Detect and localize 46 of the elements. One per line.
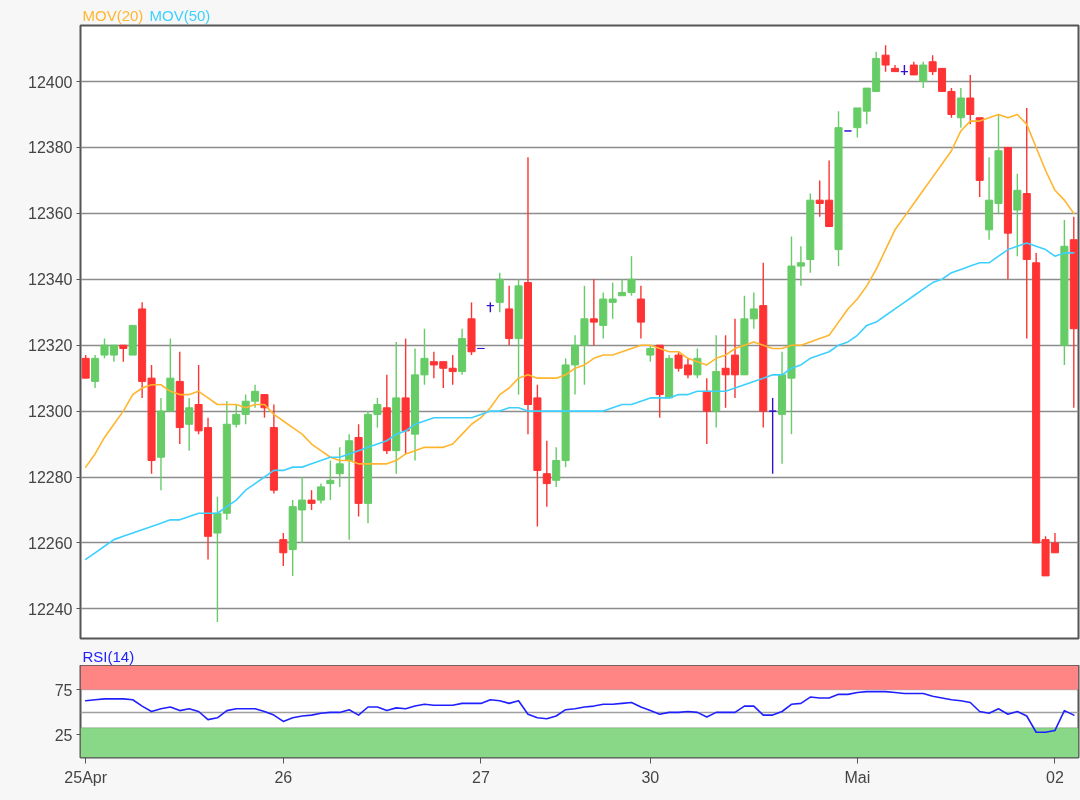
text: RSI(14)	[82, 647, 135, 665]
text: MOV(50)	[149, 6, 211, 24]
candlestick	[279, 532, 288, 567]
y-tick-label: 12340	[28, 271, 73, 289]
y-tick-label: 25	[54, 726, 73, 744]
candlestick	[335, 446, 344, 488]
candlestick	[542, 440, 551, 508]
x-tick-label: Mai	[844, 768, 871, 786]
candlestick	[495, 271, 504, 313]
y-tick-label: 12400	[28, 73, 73, 91]
candlestick	[307, 489, 316, 511]
line-series	[84, 242, 1075, 561]
candlestick	[448, 354, 457, 386]
y-tick-label: 12320	[28, 337, 73, 355]
candlestick	[768, 397, 777, 475]
x-tick-label: 25Apr	[64, 768, 108, 786]
y-tick-label: 12260	[28, 534, 73, 552]
y-tick-label: 12360	[28, 205, 73, 223]
x-tick-label: 02	[1046, 768, 1064, 786]
candlestick	[693, 347, 702, 379]
y-tick-label: 12240	[28, 600, 73, 618]
candlestick	[919, 61, 928, 89]
candlestick	[91, 354, 100, 389]
candlestick	[589, 278, 598, 346]
y-tick-label: 12380	[28, 139, 73, 157]
candlestick	[185, 397, 194, 452]
y-tick-label: 75	[54, 681, 73, 699]
candlestick	[956, 87, 965, 129]
y-tick-label: 12280	[28, 469, 73, 487]
y-tick-label: 12300	[28, 403, 73, 421]
candlestick	[316, 482, 325, 505]
candlestick	[1013, 173, 1022, 257]
candlestick	[966, 74, 975, 126]
text: MOV(20)	[82, 6, 144, 24]
line-series	[84, 113, 1075, 468]
x-tick-label: 26	[274, 768, 293, 786]
candlestick	[749, 291, 758, 330]
line-series	[84, 690, 1075, 734]
candlestick	[881, 44, 890, 73]
x-tick-label: 30	[641, 768, 660, 786]
candlestick	[81, 354, 90, 379]
candlestick	[326, 459, 335, 501]
x-tick-label: 27	[472, 768, 490, 786]
candlestick	[260, 393, 269, 419]
candlestick	[702, 377, 711, 445]
candlestick	[636, 285, 645, 340]
